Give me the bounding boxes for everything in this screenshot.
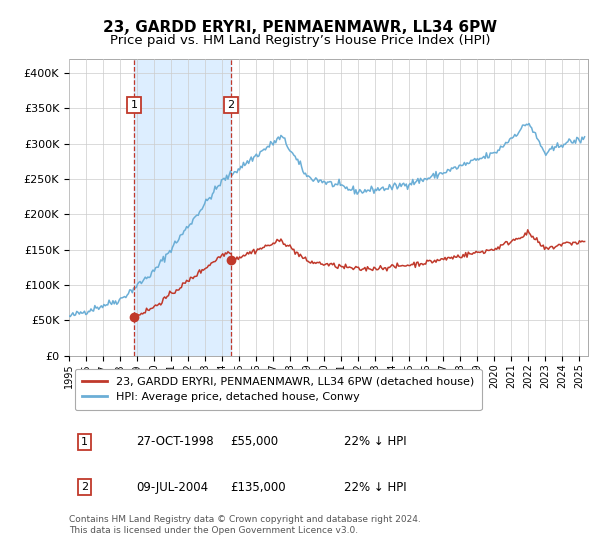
Text: 1: 1: [81, 437, 88, 447]
Text: £55,000: £55,000: [230, 435, 278, 449]
Text: 22% ↓ HPI: 22% ↓ HPI: [344, 435, 407, 449]
Text: £135,000: £135,000: [230, 480, 286, 493]
Text: Price paid vs. HM Land Registry’s House Price Index (HPI): Price paid vs. HM Land Registry’s House …: [110, 34, 490, 46]
Text: 2: 2: [81, 482, 88, 492]
Text: 27-OCT-1998: 27-OCT-1998: [136, 435, 214, 449]
Bar: [134, 59, 231, 356]
Text: Contains HM Land Registry data © Crown copyright and database right 2024.
This d: Contains HM Land Registry data © Crown c…: [69, 515, 421, 535]
Text: 23, GARDD ERYRI, PENMAENMAWR, LL34 6PW: 23, GARDD ERYRI, PENMAENMAWR, LL34 6PW: [103, 20, 497, 35]
Text: 1: 1: [131, 100, 137, 110]
Legend: 23, GARDD ERYRI, PENMAENMAWR, LL34 6PW (detached house), HPI: Average price, det: 23, GARDD ERYRI, PENMAENMAWR, LL34 6PW (…: [74, 368, 482, 410]
Text: 22% ↓ HPI: 22% ↓ HPI: [344, 480, 407, 493]
Text: 2: 2: [227, 100, 235, 110]
Text: 09-JUL-2004: 09-JUL-2004: [136, 480, 209, 493]
